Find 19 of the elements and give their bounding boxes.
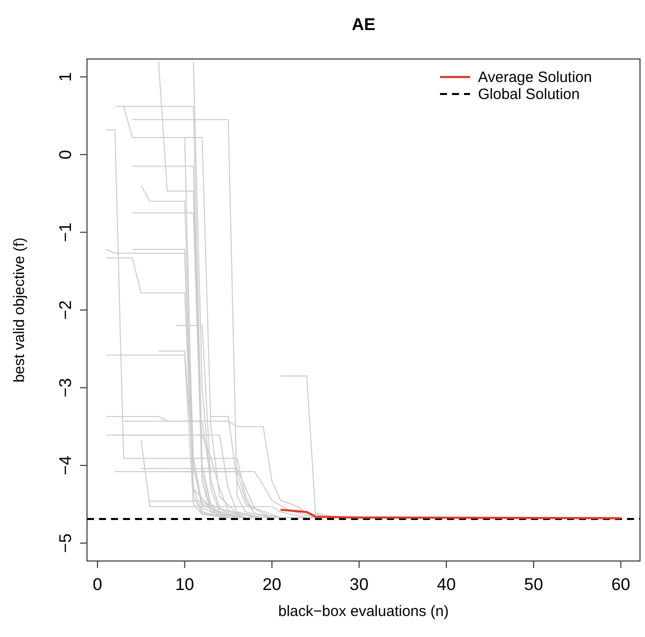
x-tick-label: 40 [436,575,456,594]
x-tick-label: 50 [524,575,544,594]
x-tick-label: 60 [611,575,630,594]
y-tick-label: 1 [56,72,75,82]
legend-label: Average Solution [478,69,592,86]
x-axis-title: black−box evaluations (n) [278,603,449,620]
x-tick-label: 20 [262,575,282,594]
x-tick-label: 10 [175,575,194,594]
x-tick-label: 30 [350,575,369,594]
chart-title: AE [352,15,376,34]
y-tick-label: −4 [56,456,75,476]
y-axis-title: best valid objective (f) [11,237,28,383]
y-tick-label: −5 [56,533,75,553]
y-tick-label: −1 [56,222,75,242]
y-tick-label: 0 [56,150,75,160]
legend-label: Global Solution [478,86,580,103]
y-tick-label: −3 [56,378,75,398]
x-tick-label: 0 [92,575,102,594]
y-tick-label: −2 [56,300,75,320]
